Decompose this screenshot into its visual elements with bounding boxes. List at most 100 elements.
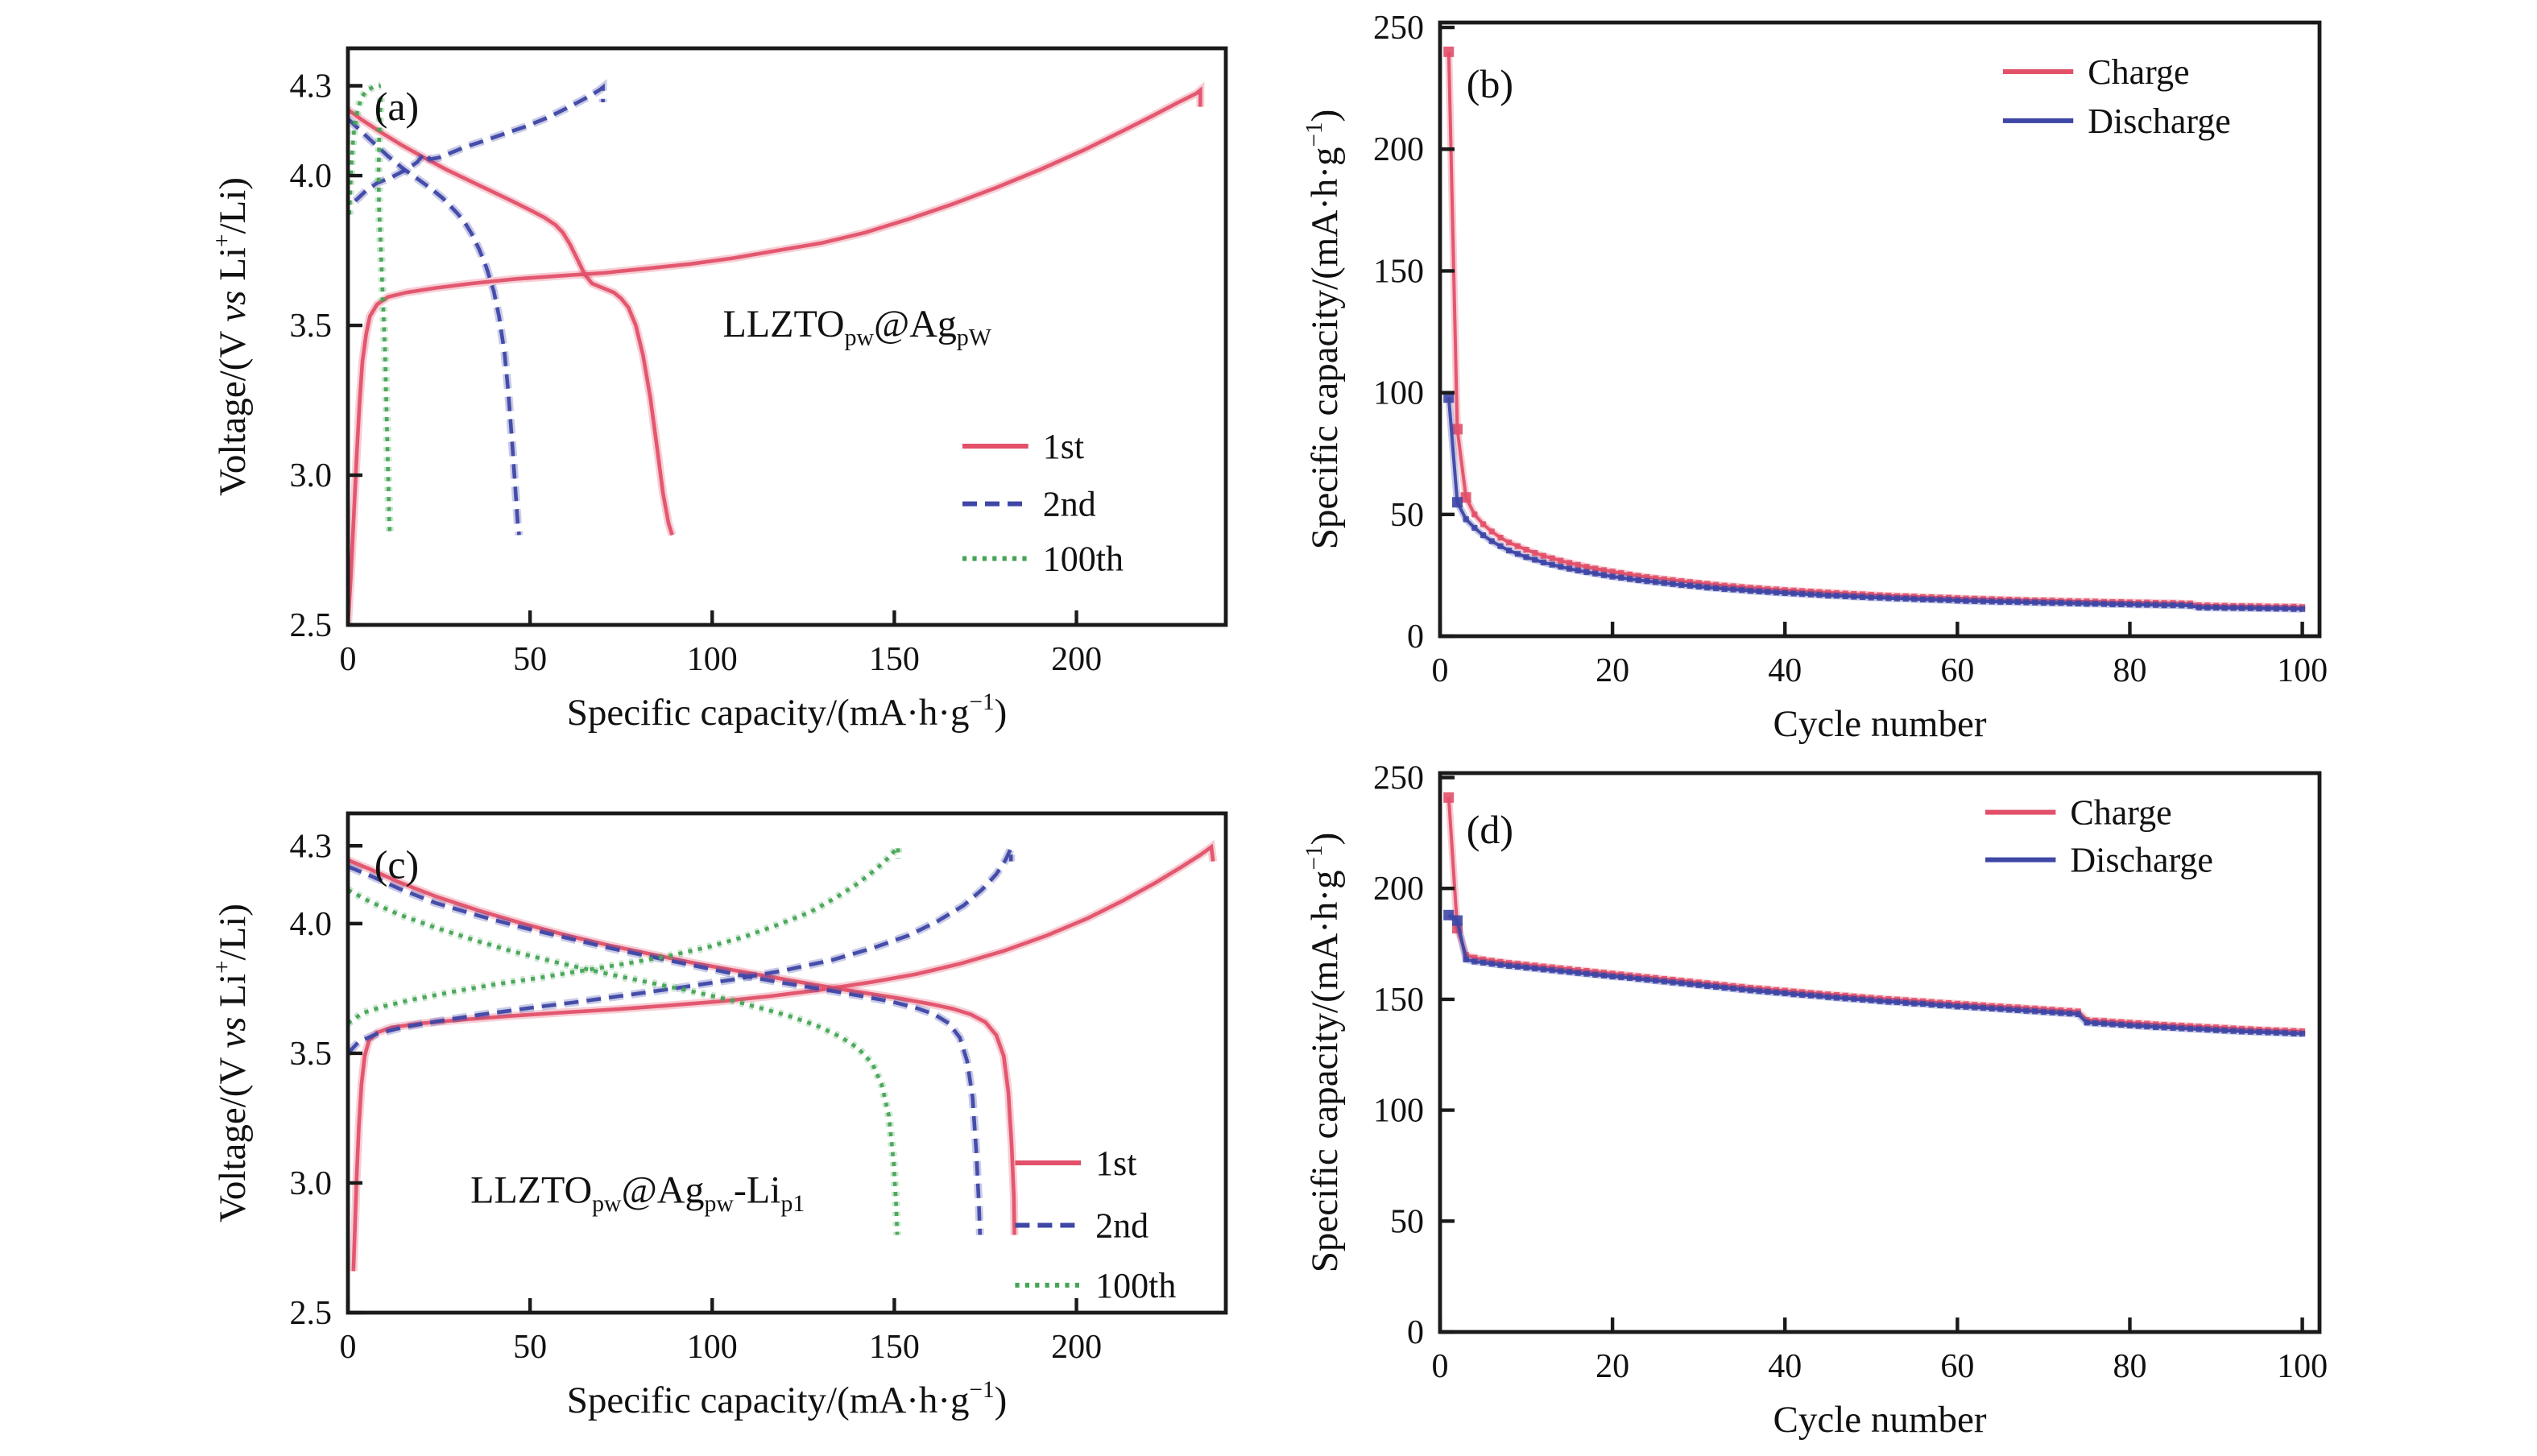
panel-d-ylabel: Specific capacity/(mA·h·g−1) <box>1302 833 1346 1273</box>
panel-a-ticks: 0 50 100 150 200 2.5 3.0 3.5 4.0 4.3 <box>290 68 1103 678</box>
panel-c-xlabel: Specific capacity/(mA·h·g−1) <box>567 1377 1008 1421</box>
series-100th-charge-line <box>346 842 900 1025</box>
panel-d-xtick-4: 80 <box>2113 1348 2146 1385</box>
panel-d-ytick-1: 50 <box>1390 1203 1424 1240</box>
series-1st-charge-line <box>346 86 1202 626</box>
panel-b-xtick-2: 40 <box>1768 652 1802 689</box>
panel-d-xlabel: Cycle number <box>1773 1399 1987 1441</box>
series-2nd-charge-line <box>354 83 605 203</box>
panel-b-label: (b) <box>1467 61 1513 106</box>
panel-d-legend: Charge Discharge <box>1985 793 2213 880</box>
series-discharge-markers <box>1443 909 2306 1037</box>
panel-c-frame <box>346 811 1228 1315</box>
panel-a-label: (a) <box>375 84 420 129</box>
panel-a-ylabel: Voltage/(V vs Li+/Li) <box>209 177 254 496</box>
panel-b-ytick-5: 250 <box>1373 10 1424 47</box>
panel-c-series <box>346 836 1218 1272</box>
panel-b-xtick-3: 60 <box>1940 652 1974 689</box>
panel-c-ticks: 0 50 100 150 200 2.5 3.0 3.5 4.0 4.3 <box>290 828 1103 1366</box>
panel-c-ytick-3: 4.0 <box>290 906 333 943</box>
panel-a-annotation: LLZTOpw@AgpW <box>722 303 991 351</box>
panel-c-annotation: LLZTOpw@Agpw-Lip1 <box>470 1169 805 1218</box>
panel-b-xtick-5: 100 <box>2277 652 2328 689</box>
panel-b-ytick-1: 50 <box>1390 497 1424 534</box>
panel-d-xtick-2: 40 <box>1768 1348 1802 1385</box>
panel-a-legend: 1st 2nd 100th <box>962 427 1124 579</box>
panel-a-ytick-4: 4.3 <box>290 68 333 105</box>
panel-b-frame <box>1438 20 2322 639</box>
panel-d-xtick-0: 0 <box>1432 1348 1449 1385</box>
series-2nd-charge-line <box>346 847 1013 1055</box>
panel-a: 0 50 100 150 200 2.5 3.0 3.5 4.0 4.3 Specific capa… <box>209 46 1228 734</box>
series-discharge-line <box>1446 397 2303 611</box>
panel-c-xtick-4: 200 <box>1051 1329 1102 1366</box>
panel-b-ytick-3: 150 <box>1373 253 1424 290</box>
panel-b-xtick-1: 20 <box>1595 652 1629 689</box>
panel-c-xtick-0: 0 <box>340 1329 357 1366</box>
panel-b-xtick-4: 80 <box>2113 652 2146 689</box>
panel-b-ytick-0: 0 <box>1407 618 1424 656</box>
panel-b-ticks: 0 20 40 60 80 100 0 50 100 150 200 250 <box>1373 10 2328 689</box>
panel-d-label: (d) <box>1467 807 1513 852</box>
panel-a-xtick-3: 150 <box>869 641 920 678</box>
legend-label-Discharge: Discharge <box>2070 841 2213 880</box>
series-discharge-markers <box>1443 392 2306 612</box>
legend-label-1st: 1st <box>1095 1144 1136 1183</box>
legend-label-100th: 100th <box>1043 540 1124 579</box>
series-2nd-discharge-line <box>347 864 983 1235</box>
panel-c-ylabel: Voltage/(V vs Li+/Li) <box>209 904 254 1222</box>
legend-label-Discharge: Discharge <box>2088 101 2231 141</box>
panel-a-xtick-0: 0 <box>340 641 357 678</box>
legend-label-Charge: Charge <box>2088 52 2189 92</box>
panel-c-xtick-2: 100 <box>687 1329 738 1366</box>
panel-d-ytick-5: 250 <box>1373 760 1424 797</box>
panel-c-legend: 1st 2nd 100th <box>1015 1144 1176 1305</box>
panel-a-ytick-3: 4.0 <box>290 158 333 195</box>
panel-b-xtick-0: 0 <box>1432 652 1449 689</box>
panel-d-ytick-3: 150 <box>1373 982 1424 1019</box>
panel-a-series <box>346 79 1205 626</box>
panel-a-ytick-1: 3.0 <box>290 457 333 494</box>
panel-a-xtick-2: 100 <box>687 641 738 678</box>
panel-c-xtick-3: 150 <box>869 1329 920 1366</box>
panel-a-ytick-2: 3.5 <box>290 308 333 345</box>
legend-label-2nd: 2nd <box>1095 1206 1148 1246</box>
series-charge-line <box>1446 52 2303 609</box>
panel-a-xtick-4: 200 <box>1051 641 1102 678</box>
panel-b: 0 20 40 60 80 100 0 50 100 150 200 250 Cycle number S… <box>1302 10 2328 745</box>
panel-d-ytick-4: 200 <box>1373 871 1424 908</box>
panel-b-xlabel: Cycle number <box>1773 703 1987 745</box>
panel-d-xtick-5: 100 <box>2277 1348 2328 1385</box>
series-charge-line <box>1446 797 2303 1033</box>
panel-c: 0 50 100 150 200 2.5 3.0 3.5 4.0 4.3 Specific capa… <box>209 811 1228 1421</box>
panel-a-xlabel: Specific capacity/(mA·h·g−1) <box>567 689 1008 734</box>
panel-c-label: (c) <box>375 842 420 887</box>
panel-b-ylabel: Specific capacity/(mA·h·g−1) <box>1302 110 1346 550</box>
panel-a-xtick-1: 50 <box>513 641 547 678</box>
legend-label-2nd: 2nd <box>1043 485 1096 524</box>
series-1st-discharge-line <box>346 108 674 536</box>
panel-a-ytick-0: 2.5 <box>290 607 333 644</box>
panel-d-xtick-1: 20 <box>1595 1348 1629 1385</box>
panel-d-ytick-0: 0 <box>1407 1314 1424 1351</box>
legend-label-100th: 100th <box>1095 1266 1176 1305</box>
panel-c-xtick-1: 50 <box>513 1329 547 1366</box>
panel-b-series <box>1443 46 2306 613</box>
series-discharge-line <box>1447 913 2303 1036</box>
legend-label-Charge: Charge <box>2070 793 2171 833</box>
series-100th-discharge-line <box>376 97 392 536</box>
panel-d-frame <box>1438 771 2322 1334</box>
panel-d-series <box>1443 792 2306 1038</box>
panel-c-ytick-2: 3.5 <box>290 1036 333 1073</box>
panel-d: 0 20 40 60 80 100 0 50 100 150 200 250 Cycle number S… <box>1302 760 2328 1441</box>
legend-label-1st: 1st <box>1043 427 1084 466</box>
panel-c-ytick-4: 4.3 <box>290 828 333 865</box>
panel-d-ticks: 0 20 40 60 80 100 0 50 100 150 200 250 <box>1373 760 2328 1385</box>
series-1st-charge-line <box>351 843 1215 1272</box>
series-2nd-discharge-line <box>346 117 521 536</box>
panel-d-ytick-2: 100 <box>1373 1093 1424 1130</box>
panel-b-legend: Charge Discharge <box>2002 52 2231 141</box>
panel-d-xtick-3: 60 <box>1940 1348 1974 1385</box>
